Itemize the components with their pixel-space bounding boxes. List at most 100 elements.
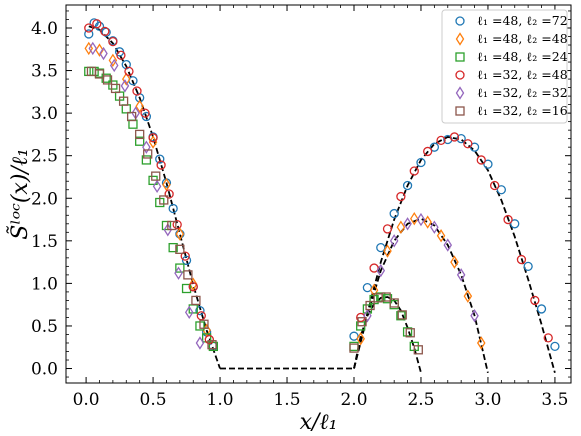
legend-label: ℓ₁ =32, ℓ₂ =16 — [477, 103, 568, 118]
data-point — [423, 146, 433, 157]
data-point — [470, 309, 479, 323]
x-tick-label: 0.5 — [140, 390, 167, 410]
data-point — [436, 229, 446, 243]
data-point — [180, 251, 190, 261]
data-point — [376, 292, 386, 302]
data-point — [516, 254, 527, 265]
series-2 — [84, 41, 486, 350]
data-point — [175, 244, 185, 254]
legend-marker — [455, 86, 465, 100]
data-point — [389, 208, 399, 219]
data-point — [132, 86, 142, 96]
data-point — [483, 159, 493, 169]
data-point — [456, 268, 466, 282]
data-point — [349, 343, 359, 353]
data-point — [168, 203, 178, 214]
y-tick-label: 0.5 — [31, 317, 58, 337]
data-point — [450, 255, 459, 269]
data-point — [429, 142, 440, 152]
data-point — [536, 304, 547, 314]
data-point — [120, 79, 130, 93]
theory-curve-segment — [353, 217, 489, 374]
data-point — [397, 310, 407, 320]
data-point — [463, 289, 473, 303]
x-tick-label: 3.0 — [474, 390, 501, 410]
data-point — [208, 341, 218, 352]
data-point — [151, 171, 161, 181]
data-point — [84, 23, 94, 33]
data-point — [148, 135, 158, 149]
data-point — [191, 295, 201, 306]
data-point — [101, 27, 111, 37]
data-point — [95, 43, 104, 57]
data-point — [402, 180, 413, 191]
legend-label: ℓ₁ =32, ℓ₂ =48 — [477, 67, 568, 82]
data-point — [530, 295, 540, 306]
data-point — [181, 255, 192, 266]
data-point — [99, 46, 108, 61]
data-point — [376, 242, 386, 253]
data-point — [383, 244, 392, 258]
data-point — [376, 263, 386, 278]
data-point — [410, 211, 419, 226]
data-point — [181, 283, 192, 294]
data-point — [396, 191, 406, 202]
data-point — [168, 242, 178, 253]
data-point — [443, 238, 453, 252]
data-point — [389, 298, 399, 308]
data-point — [161, 220, 172, 231]
theory-curve-segment — [353, 136, 556, 374]
data-point — [174, 266, 183, 280]
data-point — [152, 179, 162, 194]
data-point — [148, 133, 158, 143]
x-tick-label: 1.5 — [273, 390, 300, 410]
data-point — [476, 155, 486, 165]
data-point — [405, 328, 415, 338]
data-point — [365, 300, 375, 311]
data-point — [430, 220, 439, 234]
data-point — [476, 336, 486, 350]
data-point — [124, 66, 134, 77]
data-point — [381, 292, 391, 302]
series-5 — [88, 41, 479, 350]
data-point — [108, 36, 118, 47]
data-point — [356, 332, 365, 346]
data-point — [163, 223, 173, 237]
data-point — [396, 220, 406, 234]
data-point — [496, 185, 506, 195]
data-point — [423, 215, 432, 229]
y-tick-label: 1.5 — [31, 232, 58, 252]
y-tick-label: 0.0 — [31, 360, 58, 380]
legend-box — [441, 9, 568, 124]
theory-curve-segment — [88, 25, 221, 369]
series-4 — [84, 19, 553, 345]
data-point — [86, 66, 97, 77]
data-point — [188, 277, 198, 291]
y-tick-label: 2.5 — [31, 147, 58, 167]
data-point — [142, 140, 151, 154]
data-point — [116, 50, 126, 60]
data-point — [369, 263, 379, 273]
data-point — [162, 177, 171, 192]
plot-area-frame — [65, 4, 572, 384]
data-point — [503, 214, 513, 225]
data-point — [357, 317, 367, 327]
y-tick-label: 1.0 — [31, 274, 58, 294]
y-axis-label: S̃ˡᵒᶜ(x)/ℓ₁ — [7, 148, 33, 240]
x-tick-label: 2.5 — [407, 390, 434, 410]
legend-marker — [455, 52, 465, 62]
data-point — [183, 270, 193, 280]
legend-label: ℓ₁ =48, ℓ₂ =48 — [477, 31, 568, 46]
data-point — [403, 217, 412, 231]
data-point — [543, 333, 553, 343]
data-point — [463, 139, 473, 149]
data-point — [143, 149, 153, 159]
data-point — [155, 154, 165, 164]
data-point — [94, 69, 105, 79]
data-point — [135, 99, 144, 114]
legend-label: ℓ₁ =32, ℓ₂ =32 — [477, 85, 568, 100]
data-point — [126, 111, 137, 122]
x-axis-label: x/ℓ₁ — [300, 410, 338, 435]
data-point — [416, 157, 426, 168]
data-point — [128, 119, 138, 129]
